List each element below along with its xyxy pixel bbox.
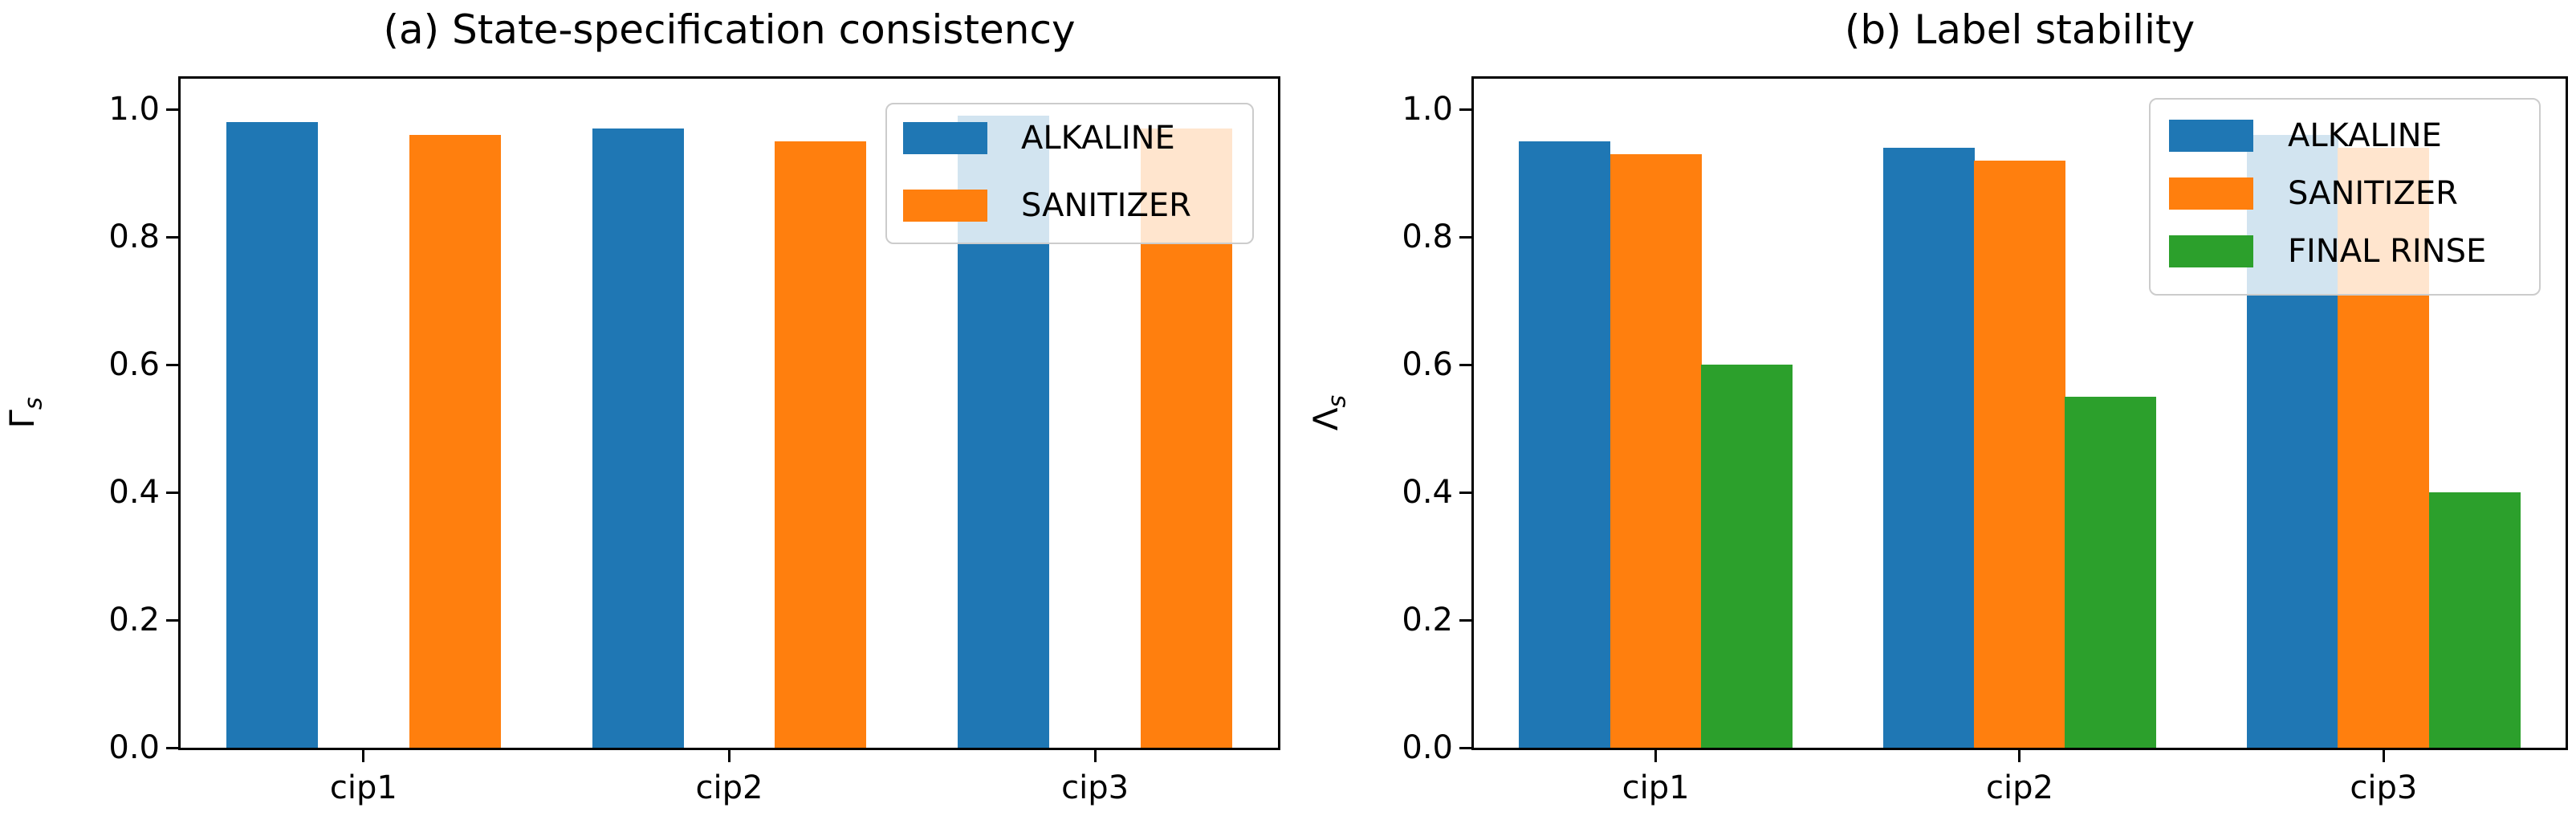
legend: ALKALINE SANITIZER [885, 103, 1254, 244]
bar-alkaline-cip2 [592, 128, 684, 748]
x-tick-mark [728, 750, 730, 762]
legend-swatch-alkaline [2169, 120, 2253, 152]
panel-b-plot-area [1471, 76, 2568, 750]
panel-a-ylabel-subscript: s [19, 397, 48, 410]
y-tick-mark [1459, 746, 1471, 749]
panel-b-ylabel-symbol: Λ [1306, 407, 1345, 431]
y-tick-label: 1.0 [108, 91, 160, 128]
panel-b-ylabel-subscript: s [1323, 394, 1352, 408]
y-tick-label: 0.0 [108, 729, 160, 766]
x-tick-mark [1654, 750, 1658, 762]
x-tick-label: cip2 [1986, 769, 2053, 806]
panel-a-ylabel-symbol: Γ [2, 410, 42, 429]
y-tick-mark [166, 618, 178, 622]
y-tick-label: 0.8 [108, 218, 160, 255]
legend-label-sanitizer: SANITIZER [2288, 175, 2458, 212]
legend-label-alkaline: ALKALINE [1021, 120, 1175, 157]
legend-swatch-final-rinse [2169, 235, 2253, 267]
legend: ALKALINE SANITIZER FINAL RINSE [2149, 98, 2541, 296]
bar-final-rinse-cip3 [2428, 492, 2521, 748]
legend-label-final-rinse: FINAL RINSE [2288, 233, 2487, 270]
y-tick-mark [1459, 235, 1471, 239]
bar-alkaline-cip1 [226, 121, 318, 748]
bar-alkaline-cip1 [1519, 141, 1611, 748]
y-tick-label: 0.8 [1402, 218, 1453, 255]
x-tick-label: cip1 [1622, 769, 1690, 806]
legend-swatch-alkaline [903, 122, 987, 154]
panel-b-title: (b) Label stability [1844, 6, 2196, 53]
y-tick-label: 0.2 [1402, 602, 1453, 638]
x-tick-mark [2018, 750, 2021, 762]
y-tick-label: 0.4 [108, 474, 160, 511]
bar-sanitizer-cip2 [1973, 160, 2065, 748]
x-tick-label: cip3 [1061, 769, 1129, 806]
bar-final-rinse-cip2 [2065, 396, 2157, 748]
legend-label-sanitizer: SANITIZER [1021, 187, 1191, 224]
bar-alkaline-cip2 [1882, 147, 1975, 748]
bar-sanitizer-cip1 [1609, 153, 1702, 748]
bar-sanitizer-cip2 [775, 141, 867, 748]
x-tick-mark [2382, 750, 2385, 762]
panel-a-title: (a) State-specification consistency [383, 6, 1076, 53]
y-tick-mark [166, 108, 178, 111]
x-tick-mark [362, 750, 365, 762]
y-tick-mark [1459, 618, 1471, 622]
x-tick-label: cip2 [695, 769, 763, 806]
legend-swatch-sanitizer [2169, 177, 2253, 210]
y-tick-mark [1459, 363, 1471, 366]
x-tick-mark [1093, 750, 1097, 762]
y-tick-mark [1459, 108, 1471, 111]
y-tick-mark [166, 746, 178, 749]
y-tick-mark [1459, 491, 1471, 494]
legend-label-alkaline: ALKALINE [2288, 117, 2442, 154]
x-tick-label: cip1 [329, 769, 397, 806]
bar-final-rinse-cip1 [1700, 365, 1793, 748]
y-tick-label: 0.0 [1402, 729, 1453, 766]
y-tick-mark [166, 491, 178, 494]
x-tick-label: cip3 [2350, 769, 2418, 806]
panel-a-plot-area [178, 76, 1280, 750]
panel-b-y-axis-label: Λs [1301, 353, 1351, 473]
bar-sanitizer-cip1 [409, 134, 501, 748]
legend-swatch-sanitizer [903, 190, 987, 222]
y-tick-label: 0.4 [1402, 474, 1453, 511]
y-tick-mark [166, 235, 178, 239]
y-tick-label: 0.6 [1402, 346, 1453, 383]
y-tick-mark [166, 363, 178, 366]
y-tick-label: 0.2 [108, 602, 160, 638]
panel-a-y-axis-label: Γs [0, 353, 47, 473]
y-tick-label: 1.0 [1402, 91, 1453, 128]
y-tick-label: 0.6 [108, 346, 160, 383]
